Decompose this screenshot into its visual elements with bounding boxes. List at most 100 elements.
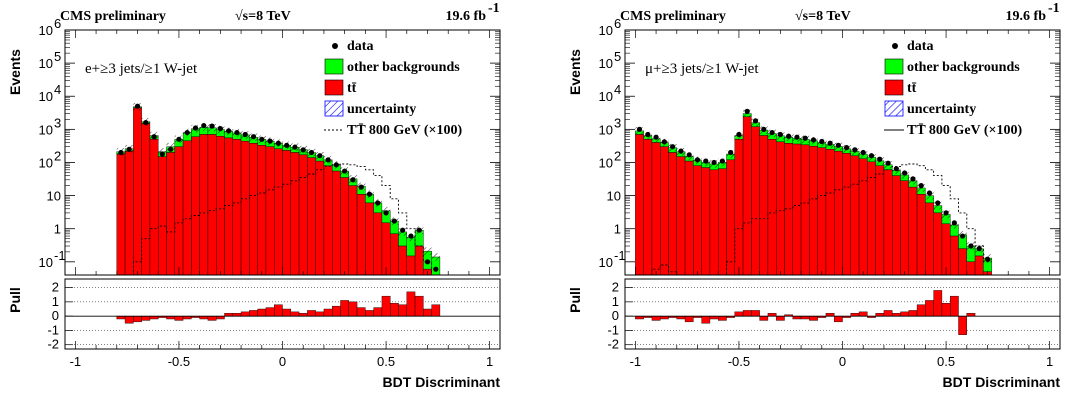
y-tick-label: 10 [39, 56, 53, 71]
ttbar-bin [858, 158, 868, 276]
pull-tick-label: -2 [47, 337, 59, 352]
y-tick-label: 10 [607, 189, 621, 204]
data-point [736, 131, 742, 138]
pull-bar [933, 290, 943, 317]
header-right-exponent: -1 [1048, 1, 1060, 16]
ttbar-bin [966, 261, 976, 276]
data-point [918, 183, 924, 189]
legend-marker-data [892, 43, 898, 49]
ttbar-bin [298, 154, 308, 276]
ttbar-bin [817, 147, 827, 276]
legend-swatch-uncertainty [324, 100, 344, 117]
data-point [744, 108, 750, 114]
data-point [645, 131, 651, 138]
x-tick-label: 0 [839, 354, 846, 369]
x-tick-label: 0 [279, 354, 286, 369]
data-point [860, 149, 866, 156]
pull-bar [240, 311, 250, 317]
ttbar-bin [908, 186, 918, 276]
data-point [694, 157, 701, 163]
y-tick-exponent: 3 [54, 115, 61, 130]
data-point [192, 125, 199, 131]
ttbar-bin [635, 134, 644, 276]
pull-bar [734, 311, 744, 317]
ttbar-bin [734, 139, 744, 276]
data-point [292, 144, 298, 150]
pull-bar [257, 308, 267, 317]
data-point [275, 140, 281, 146]
ttbar-bin [767, 139, 777, 276]
ttbar-bin [232, 139, 242, 276]
ttbar-bin [348, 185, 358, 276]
data-point [976, 246, 982, 252]
data-point [358, 184, 364, 190]
data-point [176, 136, 182, 142]
ttbar-bin [850, 155, 860, 276]
pull-bar [307, 310, 316, 317]
legend-marker-data [332, 43, 338, 49]
y-tick-label: 10 [39, 89, 53, 104]
data-point [777, 131, 783, 138]
pull-bar [290, 311, 300, 317]
uncertainty-band [925, 191, 934, 200]
data-point [794, 134, 800, 140]
data-point [151, 134, 157, 140]
ttbar-bin [900, 180, 909, 276]
ttbar-bin [676, 156, 686, 276]
data-point [877, 156, 883, 162]
data-point [827, 140, 833, 146]
data-point [350, 177, 356, 183]
legend-label: tt̄ [347, 81, 357, 96]
x-tick-label: -0.5 [728, 354, 750, 369]
legend-label: uncertainty [907, 102, 976, 117]
pull-bar [958, 315, 967, 335]
data-point [960, 233, 966, 239]
ttbar-bin [174, 146, 184, 276]
data-point [333, 162, 339, 168]
ttbar-bin [182, 140, 192, 276]
data-point [935, 200, 941, 206]
ttbar-bin [356, 194, 366, 276]
header-left: CMS preliminary [60, 9, 166, 24]
x-tick-label: -0.5 [168, 354, 190, 369]
y-tick-exponent: -1 [54, 248, 66, 263]
pull-tick-label: 2 [52, 280, 59, 295]
legend-label: TT̄ 800 GeV (×100) [907, 123, 1023, 138]
ttbar-bin [759, 135, 769, 276]
data-point [984, 256, 991, 262]
data-point [678, 148, 684, 154]
ttbar-bin [414, 245, 424, 276]
data-point [416, 227, 422, 233]
signal-line [116, 163, 440, 276]
legend-label: uncertainty [347, 102, 416, 117]
data-point [284, 142, 290, 148]
y-tick-exponent: 6 [54, 16, 61, 31]
pull-bar [124, 315, 134, 324]
ttbar-bin [950, 235, 959, 276]
uncertainty-band [431, 253, 440, 261]
ttbar-bin [141, 123, 151, 276]
data-point [636, 126, 643, 132]
ttbar-bin [883, 169, 893, 276]
pull-bar [381, 295, 391, 317]
pull-bar [900, 311, 909, 317]
pull-bar [908, 310, 918, 317]
ttbar-bin [958, 248, 967, 276]
y-tick-exponent: 5 [614, 49, 621, 64]
ttbar-bin [892, 175, 901, 276]
ttbar-bin [373, 212, 383, 276]
data-point [383, 210, 389, 216]
data-point [234, 129, 240, 136]
pull-bar [809, 315, 818, 321]
x-tick-label: -1 [630, 354, 642, 369]
y-tick-exponent: 5 [54, 49, 61, 64]
pull-bar [414, 295, 424, 317]
ttbar-bin [800, 144, 810, 276]
x-tick-label: 0.5 [937, 354, 955, 369]
pull-bar [950, 295, 959, 317]
y-tick-exponent: 2 [54, 148, 61, 163]
x-tick-label: 1 [486, 354, 493, 369]
data-point [943, 210, 949, 216]
